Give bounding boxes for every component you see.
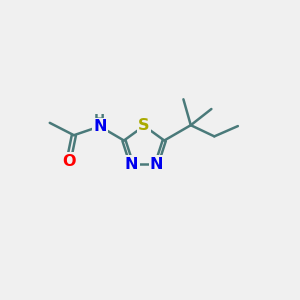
Text: H: H [94, 113, 105, 126]
Text: N: N [150, 157, 163, 172]
Text: N: N [125, 157, 138, 172]
Text: N: N [93, 119, 106, 134]
Text: S: S [138, 118, 150, 134]
Text: O: O [62, 154, 75, 169]
